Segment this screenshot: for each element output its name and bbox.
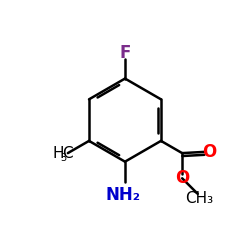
Text: F: F	[119, 44, 131, 62]
Text: O: O	[202, 143, 217, 161]
Text: 3: 3	[60, 152, 66, 162]
Text: C: C	[62, 146, 73, 160]
Text: NH₂: NH₂	[105, 186, 140, 204]
Text: CH₃: CH₃	[185, 191, 213, 206]
Text: H: H	[53, 146, 64, 160]
Text: O: O	[175, 169, 189, 187]
